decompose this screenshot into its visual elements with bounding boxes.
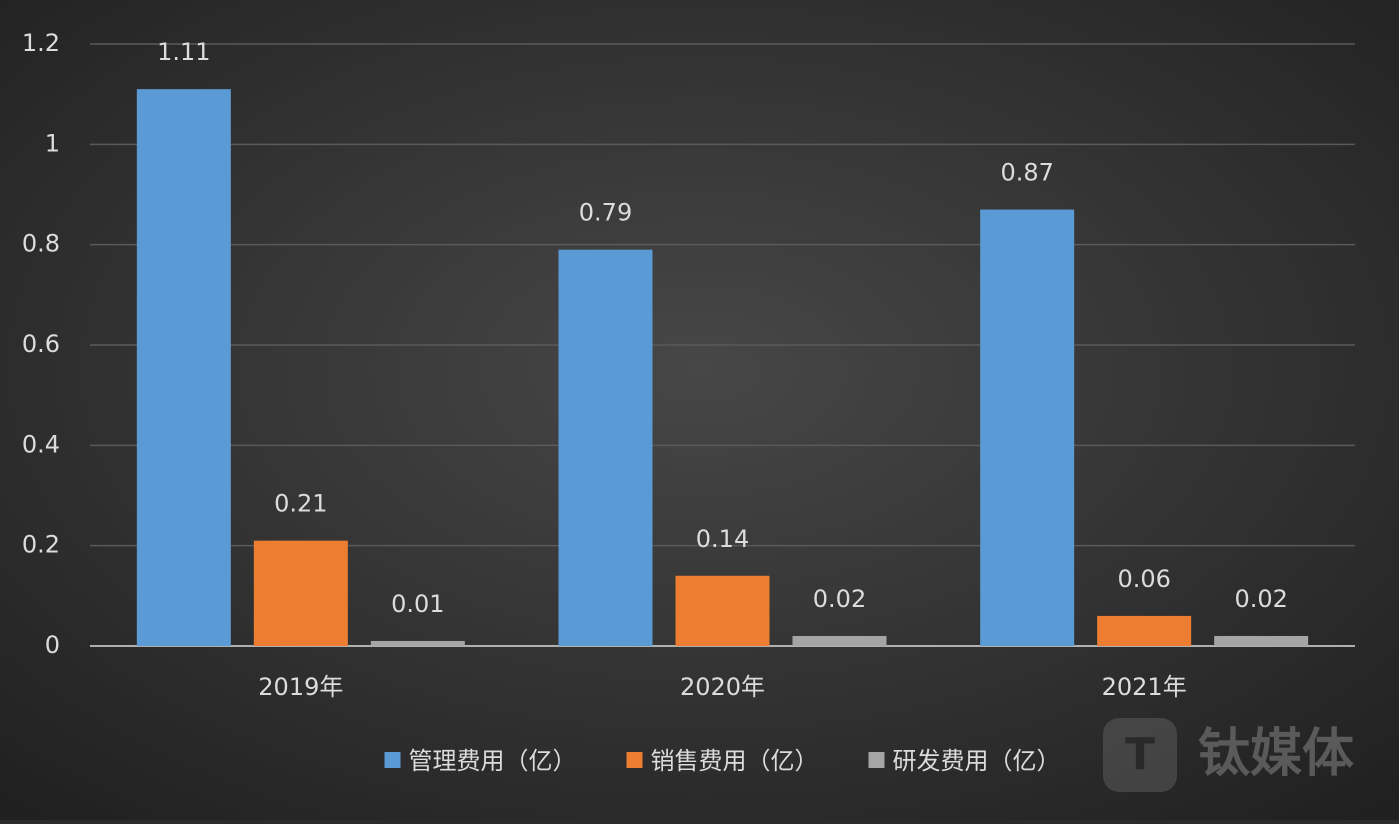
data-label: 0.06	[1117, 565, 1170, 593]
bar	[980, 209, 1075, 647]
legend-label: 销售费用（亿）	[651, 747, 819, 775]
y-tick-label: 0.4	[22, 430, 60, 458]
watermark-logo: T	[1103, 718, 1177, 792]
y-tick-label: 1	[45, 129, 60, 157]
bar	[675, 575, 770, 646]
data-label: 0.02	[813, 585, 866, 613]
y-tick-label: 0	[45, 631, 60, 659]
bar	[1097, 615, 1192, 646]
y-tick-label: 0.8	[22, 230, 60, 258]
x-tick-label: 2021年	[1102, 673, 1187, 701]
legend-label: 研发费用（亿）	[893, 747, 1061, 775]
bar	[1214, 635, 1309, 646]
legend-swatch	[626, 752, 643, 768]
x-tick-label: 2019年	[258, 673, 343, 701]
bar	[136, 89, 231, 646]
y-tick-label: 0.2	[22, 531, 60, 559]
bar	[558, 249, 653, 646]
bar	[792, 635, 887, 646]
data-label: 0.79	[579, 199, 632, 227]
data-label: 0.87	[1000, 159, 1053, 187]
legend-swatch	[868, 752, 885, 768]
legend-swatch	[384, 752, 401, 768]
y-tick-label: 1.2	[22, 29, 60, 57]
data-label: 0.02	[1234, 585, 1287, 613]
y-tick-label: 0.6	[22, 330, 60, 358]
watermark: 钛媒体	[1198, 724, 1354, 784]
logo-box	[1103, 718, 1177, 792]
logo-glyph: T	[1125, 729, 1155, 780]
data-label: 1.11	[157, 38, 210, 66]
data-label: 0.21	[274, 490, 327, 518]
x-tick-label: 2020年	[680, 673, 765, 701]
bar	[370, 640, 465, 646]
data-label: 0.01	[391, 590, 444, 618]
bar	[253, 540, 348, 646]
legend-label: 管理费用（亿）	[409, 747, 577, 775]
data-label: 0.14	[696, 525, 749, 553]
